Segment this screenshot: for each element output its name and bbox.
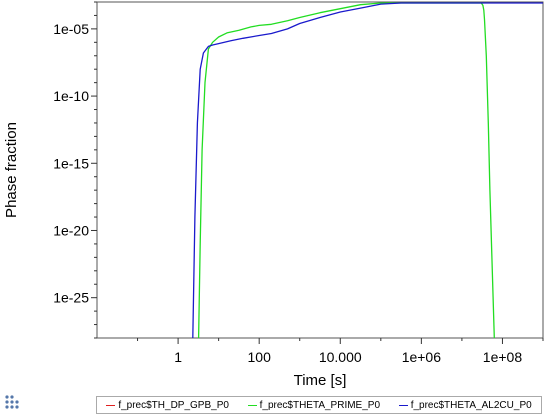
legend-item: f_prec$TH_DP_GPB_P0 bbox=[106, 400, 229, 411]
legend-swatch bbox=[398, 404, 408, 406]
x-tick-label: 1e+06 bbox=[402, 349, 442, 365]
x-tick-label: 1 bbox=[174, 349, 182, 365]
legend-item: f_prec$THETA_PRIME_P0 bbox=[247, 399, 381, 411]
x-tick-label: 1e+08 bbox=[483, 349, 523, 365]
y-tick-label: 1e-05 bbox=[53, 21, 89, 37]
plot-frame bbox=[96, 1, 544, 339]
legend-label: f_prec$TH_DP_GPB_P0 bbox=[118, 399, 229, 411]
y-axis-title: Phase fraction bbox=[3, 122, 20, 218]
x-tick-label: 100 bbox=[248, 349, 272, 365]
y-axis: 1e-05 1e-10 1e-15 1e-20 1e-25 bbox=[53, 1, 97, 339]
grid-dots-icon[interactable] bbox=[4, 394, 20, 410]
legend-label: f_prec$THETA_PRIME_P0 bbox=[259, 399, 381, 411]
legend-item: f_prec$THETA_AL2CU_P0 bbox=[398, 399, 532, 411]
y-tick-label: 1e-10 bbox=[53, 88, 89, 104]
series-layer bbox=[192, 2, 543, 339]
x-tick-label: 10.000 bbox=[319, 349, 362, 365]
legend-swatch bbox=[106, 404, 116, 406]
series-line-1 bbox=[197, 2, 495, 339]
y-tick-label: 1e-15 bbox=[53, 155, 89, 171]
y-tick-label: 1e-25 bbox=[53, 290, 89, 306]
legend: f_prec$TH_DP_GPB_P0 f_prec$THETA_PRIME_P0… bbox=[96, 396, 542, 414]
legend-label: f_prec$THETA_AL2CU_P0 bbox=[410, 399, 532, 411]
x-axis: 1 100 10.000 1e+06 1e+08 bbox=[137, 338, 544, 365]
chart-area: 1e-05 1e-10 1e-15 1e-20 1e-25 1 100 10.000 1e+0… bbox=[3, 1, 544, 389]
legend-swatch bbox=[247, 404, 257, 406]
x-axis-title: Time [s] bbox=[294, 372, 347, 389]
series-line-2 bbox=[192, 2, 543, 339]
y-tick-label: 1e-20 bbox=[53, 222, 89, 238]
plot-background bbox=[96, 1, 544, 339]
